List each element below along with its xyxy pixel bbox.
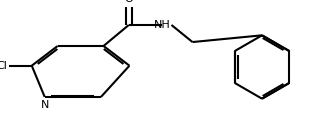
Text: Cl: Cl [0,61,8,71]
Text: O: O [124,0,133,4]
Text: NH: NH [153,20,170,30]
Text: N: N [41,100,49,110]
